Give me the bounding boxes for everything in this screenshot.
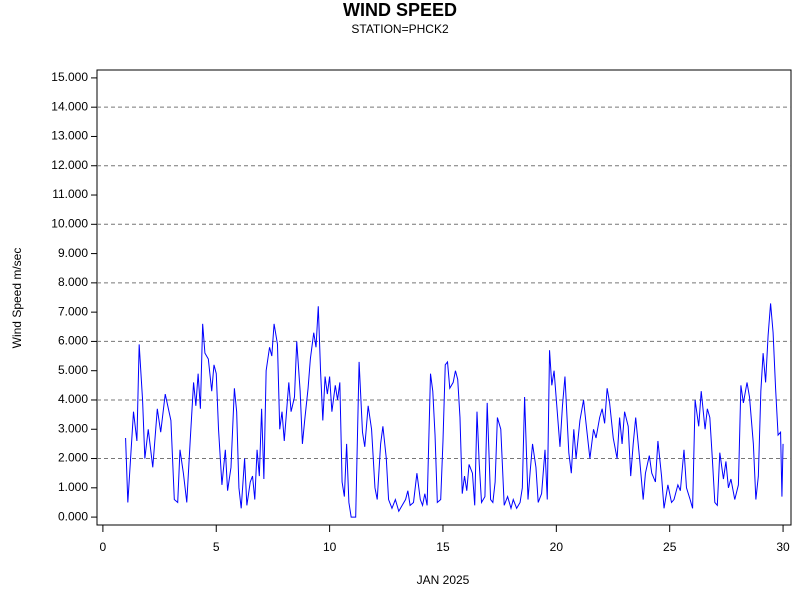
- x-tick-label: 5: [213, 540, 220, 554]
- y-tick-label: 14.000: [51, 99, 88, 113]
- y-tick-label: 7.000: [58, 304, 88, 318]
- y-tick-label: 0.000: [58, 509, 88, 523]
- x-tick-label: 15: [436, 540, 450, 554]
- plot-frame: [96, 69, 792, 526]
- x-axis-label: JAN 2025: [417, 573, 470, 587]
- x-tick-label: 25: [663, 540, 677, 554]
- x-tick-label: 20: [550, 540, 564, 554]
- y-axis-label: Wind Speed m/sec: [10, 248, 24, 349]
- y-tick-label: 2.000: [58, 451, 88, 465]
- chart-title: WIND SPEED: [343, 0, 457, 20]
- y-tick-label: 5.000: [58, 363, 88, 377]
- y-tick-label: 6.000: [58, 334, 88, 348]
- y-tick-label: 4.000: [58, 392, 88, 406]
- y-tick-label: 1.000: [58, 480, 88, 494]
- data-line: [125, 303, 784, 518]
- y-tick-label: 15.000: [51, 70, 88, 84]
- y-tick-label: 9.000: [58, 246, 88, 260]
- x-tick-label: 10: [323, 540, 337, 554]
- y-tick-label: 10.000: [51, 216, 88, 230]
- y-tick-label: 13.000: [51, 129, 88, 143]
- x-tick-label: 30: [776, 540, 790, 554]
- x-tick-label: 0: [100, 540, 107, 554]
- y-tick-label: 8.000: [58, 275, 88, 289]
- y-tick-label: 12.000: [51, 158, 88, 172]
- y-tick-label: 3.000: [58, 421, 88, 435]
- y-tick-label: 11.000: [52, 187, 88, 201]
- chart-subtitle: STATION=PHCK2: [351, 22, 449, 36]
